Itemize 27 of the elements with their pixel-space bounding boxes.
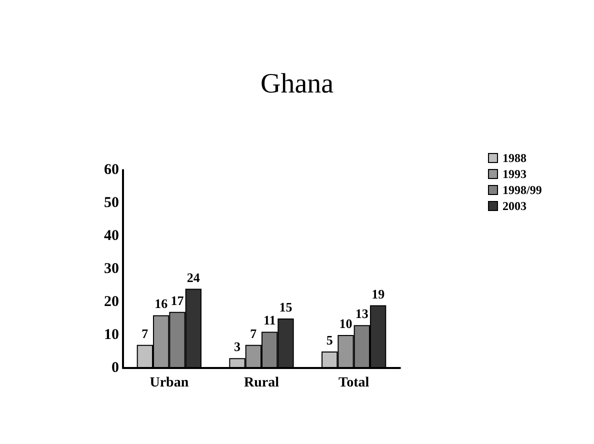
x-tick-label: Urban xyxy=(150,376,189,390)
x-tick-label: Total xyxy=(338,376,370,390)
chart-title: Ghana xyxy=(260,68,334,100)
data-label: 17 xyxy=(170,292,184,308)
data-label: 5 xyxy=(326,332,334,348)
y-tick-label: 20 xyxy=(104,294,119,310)
y-tick-label: 0 xyxy=(112,360,119,376)
y-tick-label: 40 xyxy=(104,228,119,244)
data-label: 24 xyxy=(186,270,200,285)
data-label: 13 xyxy=(355,306,369,322)
y-tick-label: 10 xyxy=(104,327,119,343)
legend-label: 1998/99 xyxy=(502,183,542,197)
legend-label: 1993 xyxy=(502,167,526,181)
data-label: 7 xyxy=(142,326,149,341)
y-tick-label: 50 xyxy=(104,195,119,211)
x-tick-label: Rural xyxy=(244,376,280,390)
data-label: 19 xyxy=(372,286,386,302)
legend-label: 2003 xyxy=(502,199,526,213)
legend-label: 1988 xyxy=(502,151,526,165)
data-label: 10 xyxy=(339,316,352,331)
data-label: 3 xyxy=(234,339,242,354)
y-tick-label: 60 xyxy=(104,162,119,178)
data-label: 11 xyxy=(263,312,276,328)
data-label: 16 xyxy=(154,296,168,312)
y-tick-label: 30 xyxy=(104,261,119,277)
data-label: 15 xyxy=(279,300,293,314)
data-label: 7 xyxy=(250,326,258,341)
